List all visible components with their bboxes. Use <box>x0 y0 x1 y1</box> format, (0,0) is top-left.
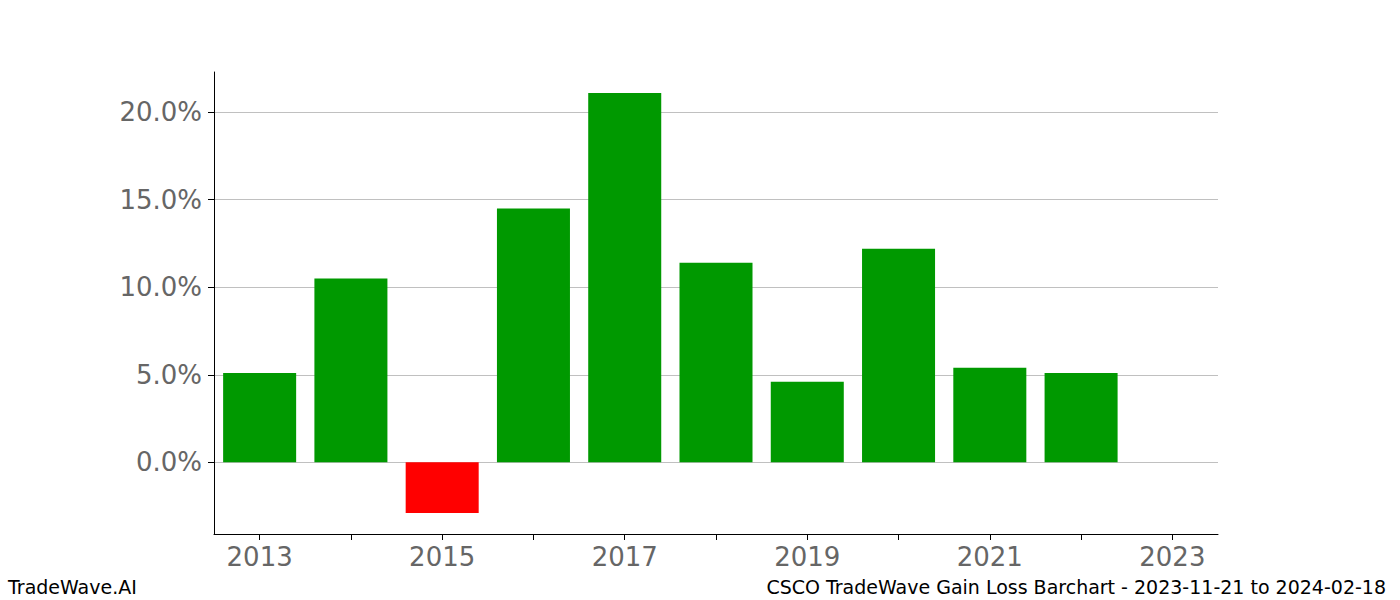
svg-text:10.0%: 10.0% <box>119 272 202 302</box>
svg-text:2017: 2017 <box>592 542 658 572</box>
svg-text:2015: 2015 <box>409 542 475 572</box>
svg-text:TradeWave.AI: TradeWave.AI <box>7 576 137 598</box>
svg-text:CSCO TradeWave Gain Loss Barch: CSCO TradeWave Gain Loss Barchart - 2023… <box>766 576 1386 598</box>
svg-text:5.0%: 5.0% <box>136 360 202 390</box>
svg-text:2023: 2023 <box>1139 542 1205 572</box>
svg-text:20.0%: 20.0% <box>119 97 202 127</box>
svg-text:0.0%: 0.0% <box>136 447 202 477</box>
svg-text:2021: 2021 <box>957 542 1023 572</box>
svg-text:2013: 2013 <box>227 542 293 572</box>
svg-text:15.0%: 15.0% <box>119 185 202 215</box>
svg-text:2019: 2019 <box>774 542 840 572</box>
